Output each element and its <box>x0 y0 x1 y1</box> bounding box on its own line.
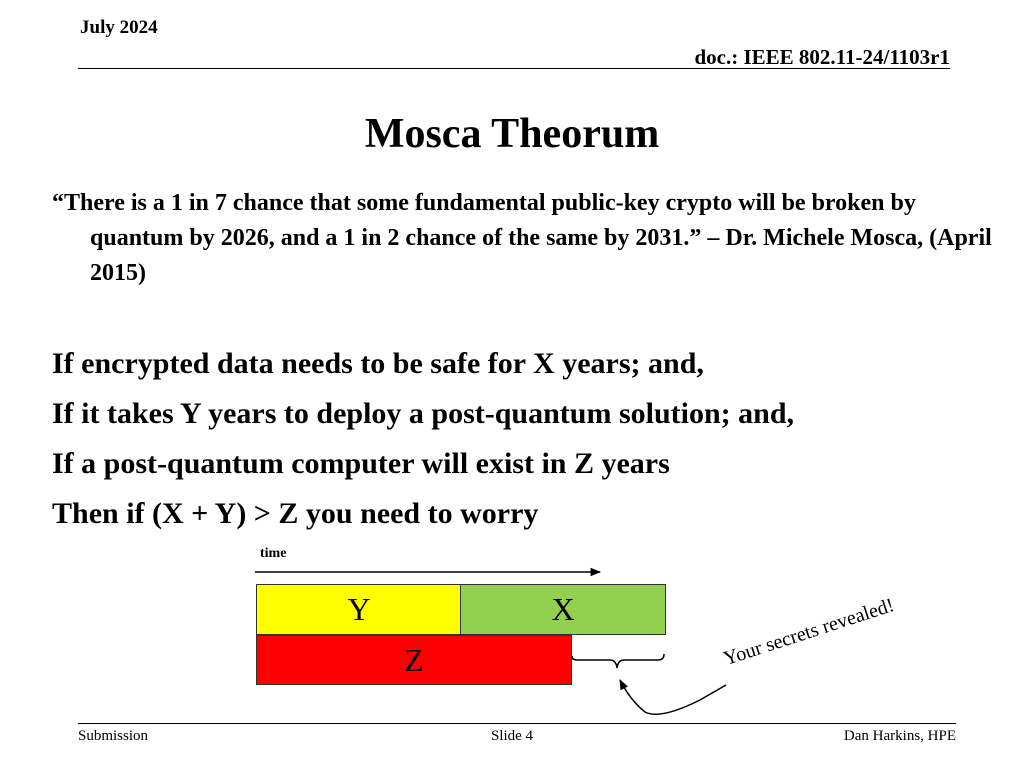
footer-submission: Submission <box>78 728 149 744</box>
footer-divider <box>78 723 956 724</box>
header-divider <box>78 68 950 69</box>
y-box: Y <box>256 584 462 635</box>
z-box: Z <box>256 635 572 685</box>
x-box: X <box>460 584 666 635</box>
condition-y: If it takes Y years to deploy a post-qua… <box>52 397 795 430</box>
slide-title: Mosca Theorum <box>364 111 660 157</box>
condition-z: If a post-quantum computer will exist in… <box>52 447 670 480</box>
footer-slide-number: Slide 4 <box>490 728 534 744</box>
mosca-quote: “There is a 1 in 7 chance that some fund… <box>52 190 992 286</box>
condition-x: If encrypted data needs to be safe for X… <box>52 347 704 380</box>
conclusion: Then if (X + Y) > Z you need to worry <box>52 497 539 530</box>
header-date: July 2024 <box>80 17 158 38</box>
gap-brace <box>571 653 665 669</box>
callout-arrow <box>619 679 727 715</box>
header-doc-id: doc.: IEEE 802.11-24/1103r1 <box>694 45 950 69</box>
time-label: time <box>260 546 287 561</box>
footer-author: Dan Harkins, HPE <box>843 728 956 744</box>
